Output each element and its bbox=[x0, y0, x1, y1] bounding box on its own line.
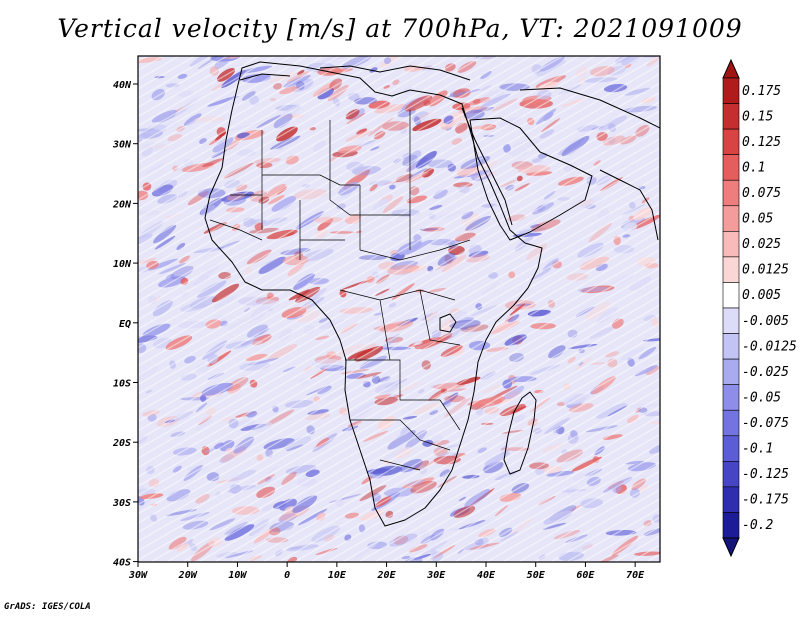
coastlines bbox=[204, 61, 660, 527]
lake-victoria bbox=[439, 313, 457, 333]
border-lines bbox=[209, 110, 471, 471]
colorbar-bottom-arrow bbox=[722, 537, 740, 558]
colorbar-label: -0.025 bbox=[742, 365, 789, 380]
colorbar-swatch bbox=[722, 333, 740, 360]
colorbar-swatch bbox=[722, 512, 740, 539]
colorbar-label: -0.125 bbox=[742, 467, 789, 482]
lon-label: 50E bbox=[527, 570, 546, 581]
lon-label: 20E bbox=[377, 570, 397, 581]
colorbar-label: -0.175 bbox=[742, 493, 789, 508]
colorbar-label: -0.2 bbox=[742, 518, 773, 533]
colorbar: 0.175 0.15 0.125 0.1 0.075 0.05 0.025 0.0125 0.0… bbox=[722, 58, 797, 558]
colorbar-label: 0.005 bbox=[742, 288, 781, 303]
colorbar-swatch bbox=[722, 154, 740, 181]
europe-coastline bbox=[239, 65, 471, 81]
lat-label: 20S bbox=[112, 438, 131, 449]
lat-label: 40N bbox=[113, 80, 132, 91]
lon-label: 30E bbox=[426, 570, 446, 581]
madagascar-coastline bbox=[503, 391, 537, 475]
colorbar-swatch bbox=[722, 256, 740, 283]
asia-coastline bbox=[519, 87, 660, 241]
lat-label: 20N bbox=[112, 199, 132, 210]
lon-label: 70E bbox=[626, 570, 645, 581]
colorbar-swatch bbox=[722, 358, 740, 385]
colorbar-label: 0.125 bbox=[742, 135, 781, 150]
colorbar-label: -0.005 bbox=[742, 314, 789, 329]
lat-label: 30S bbox=[112, 498, 131, 509]
colorbar-top-arrow bbox=[722, 58, 740, 79]
colorbar-swatch bbox=[722, 205, 740, 232]
lat-label: 40S bbox=[113, 558, 131, 569]
colorbar-label: 0.025 bbox=[742, 237, 781, 252]
colorbar-label: -0.0125 bbox=[742, 339, 797, 354]
colorbar-label: 0.0125 bbox=[742, 263, 789, 278]
colorbar-label: 0.075 bbox=[742, 186, 781, 201]
lat-label: 10S bbox=[113, 379, 131, 390]
texture-overlay bbox=[138, 56, 660, 562]
colorbar-swatch bbox=[722, 128, 740, 155]
lat-label: EQ bbox=[119, 319, 131, 330]
lon-label: 60E bbox=[576, 570, 595, 581]
africa-coastline bbox=[204, 61, 543, 527]
colorbar-swatch bbox=[722, 409, 740, 437]
red-sea bbox=[461, 107, 513, 226]
arabia-coastline bbox=[469, 117, 593, 241]
colorbar-label: -0.05 bbox=[742, 390, 781, 405]
lon-label: 0 bbox=[284, 570, 290, 581]
colorbar-swatch bbox=[722, 77, 740, 104]
colorbar-swatch bbox=[722, 461, 740, 488]
colorbar-swatch bbox=[722, 282, 740, 309]
longitude-axis: 30W 20W 10W 0 10E 20E 30E 40E 50E 60E 70E bbox=[128, 562, 645, 581]
colorbar-swatch bbox=[722, 307, 740, 334]
lon-label: 20W bbox=[178, 570, 198, 581]
colorbar-label: 0.175 bbox=[742, 84, 781, 99]
colorbar-swatch bbox=[722, 231, 740, 258]
field-plot bbox=[138, 56, 660, 562]
lon-label: 30W bbox=[128, 570, 148, 581]
lon-label: 10E bbox=[328, 570, 347, 581]
colorbar-label: 0.05 bbox=[742, 212, 773, 227]
colorbar-swatch bbox=[722, 435, 740, 462]
lat-label: 30N bbox=[112, 140, 132, 151]
colorbar-label: 0.15 bbox=[742, 109, 773, 124]
colorbar-swatch bbox=[722, 384, 740, 411]
latitude-axis: 40N 30N 20N 10N EQ 10S 20S 30S 40S bbox=[112, 80, 138, 569]
colorbar-swatch bbox=[722, 486, 740, 513]
map-title: Vertical velocity [m/s] at 700hPa, VT: 2… bbox=[57, 14, 743, 43]
borders bbox=[209, 110, 471, 471]
colorbar-label: -0.1 bbox=[742, 442, 773, 457]
lon-label: 40E bbox=[477, 570, 496, 581]
colorbar-swatch bbox=[722, 179, 740, 207]
colorbar-label: 0.1 bbox=[742, 160, 765, 175]
colorbar-swatch bbox=[722, 103, 740, 130]
lon-label: 10W bbox=[228, 570, 247, 581]
plot-frame bbox=[137, 55, 661, 563]
grads-credit: GrADS: IGES/COLA bbox=[4, 602, 91, 612]
lat-label: 10N bbox=[113, 259, 132, 270]
colorbar-label: -0.075 bbox=[742, 416, 789, 431]
